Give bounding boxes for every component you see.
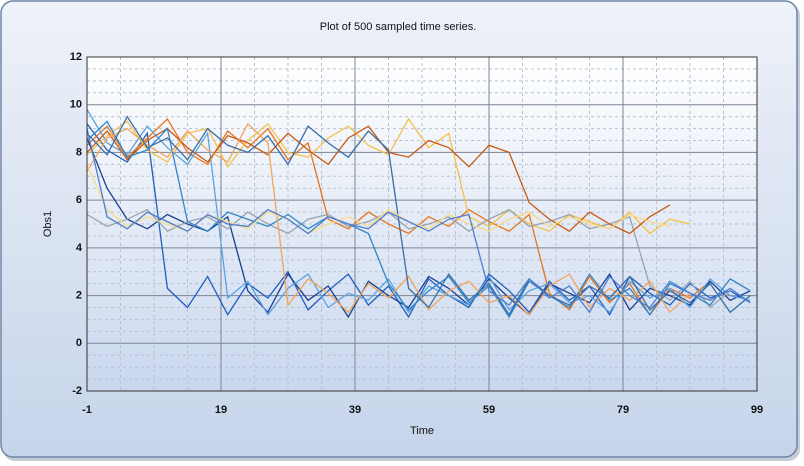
series-line [86, 128, 751, 314]
series-line [86, 115, 751, 316]
y-tick-label: 0 [76, 337, 82, 349]
x-tick-label: 39 [349, 404, 361, 416]
x-tick-label: 59 [483, 404, 495, 416]
y-tick-label: 8 [76, 146, 82, 158]
plot-border [86, 56, 758, 392]
x-tick-label: -1 [82, 404, 92, 416]
y-tick-label: 4 [76, 242, 83, 254]
y-tick-label: 10 [70, 99, 82, 111]
y-tick-label: 6 [76, 194, 82, 206]
x-tick-label: 19 [215, 404, 227, 416]
series-line [86, 122, 691, 316]
chart-title: Plot of 500 sampled time series. [320, 21, 477, 33]
x-tick-label: 79 [617, 404, 629, 416]
x-axis-label: Time [410, 425, 434, 437]
series-line [86, 117, 691, 235]
y-tick-label: 2 [76, 289, 82, 301]
series-line [86, 125, 671, 235]
y-axis-label: Obs1 [42, 211, 54, 237]
series-line [86, 109, 751, 316]
y-tick-label: 12 [70, 51, 82, 63]
x-tick-label: 99 [751, 404, 763, 416]
y-tick-label: -2 [72, 385, 82, 397]
